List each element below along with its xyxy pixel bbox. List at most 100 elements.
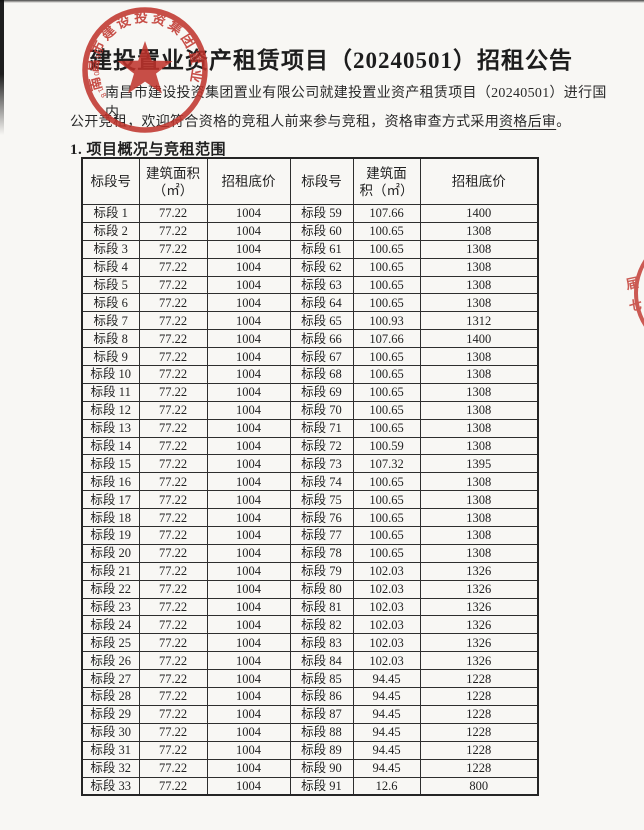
lot-cell: 标段 13 bbox=[81, 418, 140, 438]
area-cell: 77.22 bbox=[138, 615, 208, 635]
price-cell: 1308 bbox=[419, 508, 539, 528]
lot-cell: 标段 79 bbox=[289, 561, 354, 581]
lot-cell: 标段 75 bbox=[289, 490, 354, 510]
area-cell: 77.22 bbox=[138, 633, 208, 653]
price-cell: 1004 bbox=[206, 508, 291, 528]
lot-cell: 标段 72 bbox=[289, 436, 354, 456]
area-cell: 77.22 bbox=[138, 400, 208, 420]
price-cell: 1228 bbox=[419, 722, 539, 742]
price-cell: 1228 bbox=[419, 758, 539, 778]
price-cell: 1400 bbox=[419, 329, 539, 349]
price-cell: 1004 bbox=[206, 400, 291, 420]
lot-cell: 标段 73 bbox=[289, 454, 354, 474]
lot-cell: 标段 90 bbox=[289, 758, 354, 778]
edge-seal-stamp-fragment: 届 七 bbox=[624, 259, 644, 327]
table-row: 标段 13 77.22 1004 标段 71 100.65 1308 bbox=[81, 418, 539, 438]
table-row: 标段 21 77.22 1004 标段 79 102.03 1326 bbox=[81, 561, 539, 581]
price-cell: 1395 bbox=[419, 454, 539, 474]
area-cell: 102.03 bbox=[352, 615, 421, 635]
area-cell: 100.65 bbox=[352, 508, 421, 528]
price-cell: 1326 bbox=[419, 633, 539, 653]
area-cell: 100.59 bbox=[352, 436, 421, 456]
area-cell: 77.22 bbox=[138, 239, 208, 259]
price-cell: 1004 bbox=[206, 436, 291, 456]
area-cell: 77.22 bbox=[138, 436, 208, 456]
area-cell: 77.22 bbox=[138, 508, 208, 528]
area-cell: 100.65 bbox=[352, 365, 421, 384]
price-cell: 1004 bbox=[206, 239, 291, 259]
lot-cell: 标段 3 bbox=[81, 239, 140, 259]
price-cell: 1308 bbox=[419, 400, 539, 420]
lot-cell: 标段 69 bbox=[289, 382, 354, 402]
table-header: 标段号 建筑面积 （㎡） 招租底价 标段号 建筑面 积（㎡） 招租底价 bbox=[81, 157, 539, 205]
area-cell: 100.65 bbox=[352, 400, 421, 420]
lot-cell: 标段 71 bbox=[289, 418, 354, 438]
lot-cell: 标段 70 bbox=[289, 400, 354, 420]
price-cell: 1308 bbox=[419, 436, 539, 456]
area-cell: 107.32 bbox=[352, 454, 421, 474]
table-row: 标段 23 77.22 1004 标段 81 102.03 1326 bbox=[81, 597, 539, 617]
area-cell: 100.65 bbox=[352, 221, 421, 241]
header-area-left-line2: （㎡） bbox=[152, 182, 194, 198]
lot-cell: 标段 24 bbox=[81, 615, 140, 635]
table-row: 标段 32 77.22 1004 标段 90 94.45 1228 bbox=[81, 758, 539, 778]
lot-cell: 标段 20 bbox=[81, 543, 140, 563]
table-row: 标段 28 77.22 1004 标段 86 94.45 1228 bbox=[81, 687, 539, 706]
area-cell: 77.22 bbox=[138, 543, 208, 563]
lot-cell: 标段 31 bbox=[81, 740, 140, 760]
lot-cell: 标段 77 bbox=[289, 526, 354, 545]
table-row: 标段 12 77.22 1004 标段 70 100.65 1308 bbox=[81, 400, 539, 420]
lot-cell: 标段 4 bbox=[81, 257, 140, 277]
price-cell: 1326 bbox=[419, 561, 539, 581]
lot-cell: 标段 16 bbox=[81, 472, 140, 492]
price-cell: 1400 bbox=[419, 204, 539, 223]
lot-cell: 标段 85 bbox=[289, 669, 354, 689]
area-cell: 77.22 bbox=[138, 651, 208, 671]
header-area-left: 建筑面积 （㎡） bbox=[138, 157, 208, 205]
table-row: 标段 26 77.22 1004 标段 84 102.03 1326 bbox=[81, 651, 539, 671]
section-heading: 1. 项目概况与竞租范围 bbox=[70, 142, 227, 158]
scan-left-edge bbox=[0, 0, 4, 135]
lot-cell: 标段 11 bbox=[81, 382, 140, 402]
area-cell: 77.22 bbox=[138, 382, 208, 402]
price-cell: 1004 bbox=[206, 597, 291, 617]
price-cell: 1004 bbox=[206, 579, 291, 599]
price-cell: 1228 bbox=[419, 669, 539, 689]
table-row: 标段 11 77.22 1004 标段 69 100.65 1308 bbox=[81, 382, 539, 402]
header-area-right-line2: 积（㎡） bbox=[359, 182, 414, 198]
lot-cell: 标段 86 bbox=[289, 687, 354, 706]
area-cell: 77.22 bbox=[138, 687, 208, 706]
lot-cell: 标段 64 bbox=[289, 293, 354, 313]
lot-cell: 标段 17 bbox=[81, 490, 140, 510]
area-cell: 77.22 bbox=[138, 329, 208, 349]
price-cell: 1228 bbox=[419, 740, 539, 760]
header-price-left: 招租底价 bbox=[206, 157, 291, 205]
lot-cell: 标段 7 bbox=[81, 311, 140, 331]
lot-cell: 标段 12 bbox=[81, 400, 140, 420]
price-cell: 1308 bbox=[419, 526, 539, 545]
lot-cell: 标段 19 bbox=[81, 526, 140, 545]
lot-cell: 标段 26 bbox=[81, 651, 140, 671]
lot-cell: 标段 67 bbox=[289, 347, 354, 367]
area-cell: 94.45 bbox=[352, 740, 421, 760]
edge-seal-char1: 届 bbox=[624, 275, 640, 292]
table-row: 标段 7 77.22 1004 标段 65 100.93 1312 bbox=[81, 311, 539, 331]
lot-cell: 标段 21 bbox=[81, 561, 140, 581]
area-cell: 100.65 bbox=[352, 257, 421, 277]
price-cell: 1308 bbox=[419, 543, 539, 563]
lot-cell: 标段 61 bbox=[289, 239, 354, 259]
lot-cell: 标段 60 bbox=[289, 221, 354, 241]
price-cell: 1326 bbox=[419, 579, 539, 599]
area-cell: 100.65 bbox=[352, 472, 421, 492]
intro-paragraph-line2: 公开竞租，欢迎符合资格的竞租人前来参与竞租，资格审查方式采用资格后审。 bbox=[70, 111, 582, 131]
area-cell: 77.22 bbox=[138, 758, 208, 778]
area-cell: 77.22 bbox=[138, 418, 208, 438]
lot-cell: 标段 62 bbox=[289, 257, 354, 277]
area-cell: 102.03 bbox=[352, 633, 421, 653]
price-cell: 1308 bbox=[419, 382, 539, 402]
table-row: 标段 14 77.22 1004 标段 72 100.59 1308 bbox=[81, 436, 539, 456]
area-cell: 102.03 bbox=[352, 651, 421, 671]
area-cell: 77.22 bbox=[138, 704, 208, 724]
price-cell: 1308 bbox=[419, 221, 539, 241]
area-cell: 94.45 bbox=[352, 722, 421, 742]
